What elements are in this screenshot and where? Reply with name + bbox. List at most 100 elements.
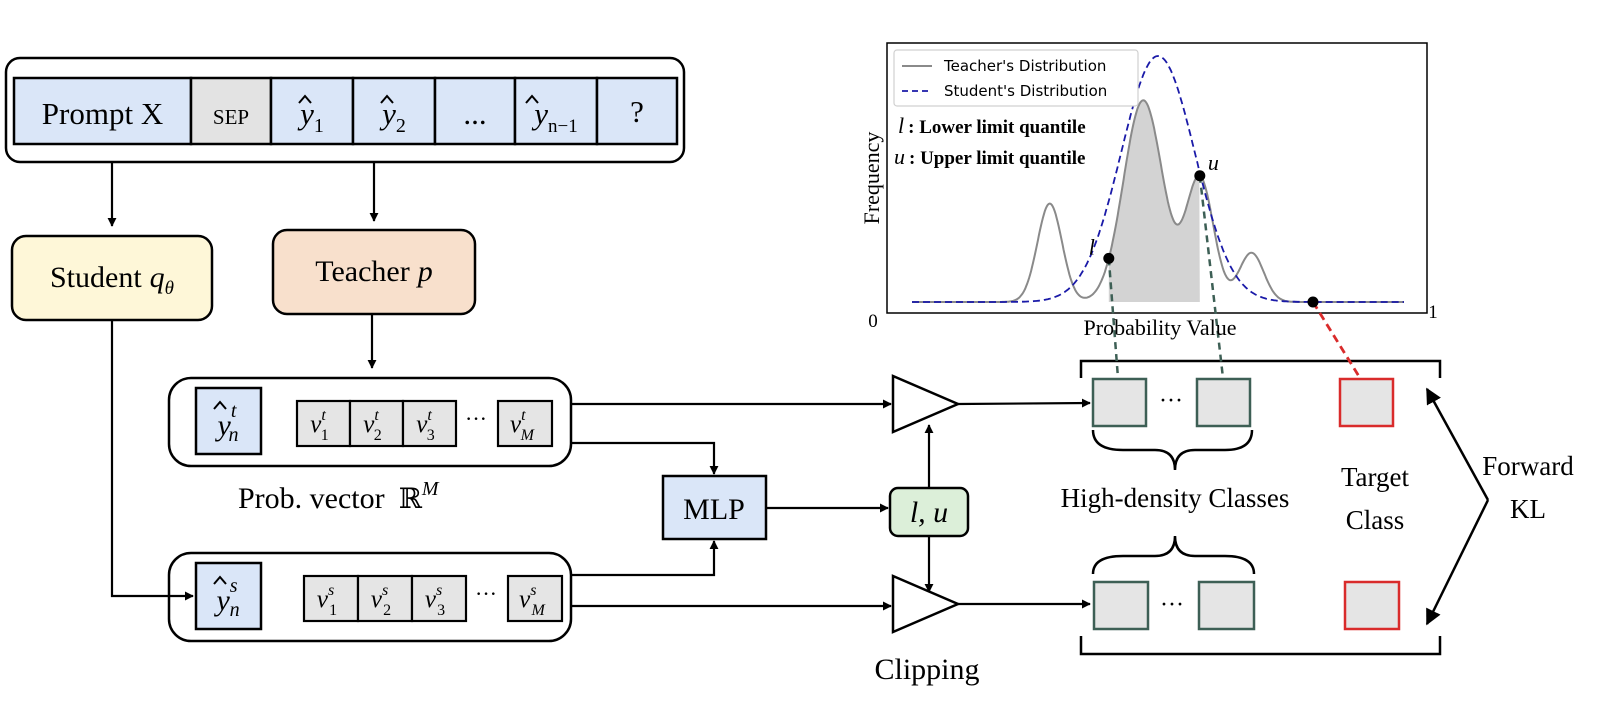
- student-token-hat: [213, 575, 227, 585]
- teacher-entry-label-2: vt 2: [363, 407, 382, 444]
- student-entry-cell-2: [356, 574, 414, 623]
- upper-quantile-label: u: [1208, 150, 1219, 175]
- student-class-ellipsis: ···: [1160, 592, 1184, 618]
- teacher-entry-label-1: vt 1: [310, 407, 329, 444]
- student-high-density-class-2: [1197, 580, 1256, 631]
- token-cell-5: [513, 76, 599, 146]
- teacher-box: Teacher p: [271, 228, 477, 316]
- teacher-label: Teacher p: [315, 255, 432, 288]
- y-axis-label: Frequency: [859, 132, 884, 225]
- target-point: [1307, 296, 1319, 308]
- teacher-token-hat: [213, 400, 227, 410]
- legend-label-student: Student's Distribution: [944, 82, 1107, 100]
- clip-triangle-bottom: [891, 574, 962, 634]
- student-distribution-line: [912, 55, 1404, 303]
- x-axis-label: Probability Value: [1084, 315, 1237, 340]
- forward-kl-arrow-bottom: [1425, 499, 1490, 626]
- quantile-shaded-area: [1108, 100, 1200, 302]
- student-entry-label-last: vs M: [519, 582, 546, 619]
- teacher-entry-cell-last: [496, 399, 554, 448]
- x-tick-1: 1: [1428, 302, 1438, 323]
- teacher-class-bracket: [1079, 359, 1442, 378]
- mlp-box: MLP: [661, 474, 768, 541]
- student-entry-label-3: vs 3: [425, 582, 445, 619]
- student-entry-cell-3: [410, 574, 468, 623]
- student-entry-label-2: vs 2: [371, 582, 391, 619]
- student-entry-cell-last: [506, 574, 564, 623]
- distribution-chart: 0 1 Probability Value Frequency Teacher'…: [859, 42, 1438, 379]
- student-label: Student qθ: [50, 261, 174, 299]
- teacher-entry-cell-2: [348, 399, 405, 448]
- teacher-entry-ellipsis: ···: [465, 406, 487, 431]
- legend-label-teacher: Teacher's Distribution: [943, 57, 1106, 75]
- teacher-high-density-class-2: [1195, 377, 1252, 428]
- student-class-bracket: [1079, 636, 1442, 656]
- teacher-token-label: yt n: [215, 400, 239, 446]
- student-target-class: [1343, 580, 1401, 631]
- token-label-0: Prompt X: [42, 96, 163, 131]
- student-vector: ys n vs 1 vs 2 vs 3 ··· vs M: [167, 551, 573, 643]
- token-label-3: y2: [379, 96, 406, 137]
- teacher-target-class: [1338, 377, 1395, 428]
- lower-quantile-point: [1103, 252, 1115, 264]
- upper-quantile-link: [1198, 175, 1225, 379]
- x-tick-0: 0: [868, 311, 878, 332]
- token-label-4: ...: [463, 96, 486, 131]
- token-hat-2: [298, 94, 312, 104]
- teacher-entry-cell-3: [401, 399, 458, 448]
- token-cell-4: [433, 76, 517, 146]
- legend-box: [893, 49, 1139, 107]
- lower-quantile-label: l: [1089, 234, 1095, 259]
- teacher-vector: yt n vt 1 vt 2 vt 3 ··· vt M: [167, 376, 573, 468]
- token-label-1: SEP: [213, 105, 249, 129]
- arrow-teacher-vector-to-mlp: [571, 441, 719, 475]
- student-entry-ellipsis: ···: [475, 581, 497, 606]
- forward-kl-label-line1: Forward: [1482, 451, 1574, 481]
- token-label-5: yn−1: [531, 96, 577, 137]
- clipping-label: Clipping: [874, 653, 979, 686]
- student-token-label: ys n: [213, 575, 239, 621]
- arrow-clip-to-teacher-classes: [957, 398, 1091, 408]
- student-box: Student qθ: [10, 234, 214, 322]
- arrow-student-vector-to-mlp: [571, 540, 719, 577]
- student-entry-label-1: vs 1: [317, 582, 337, 619]
- token-label-2: y1: [297, 96, 324, 137]
- teacher-entry-label-3: vt 3: [416, 407, 435, 444]
- token-cell-0: [12, 76, 193, 146]
- forward-kl-label-line2: KL: [1510, 494, 1546, 524]
- student-high-density-class-1: [1092, 580, 1150, 631]
- token-hat-3: [380, 94, 394, 104]
- token-hat-5: [525, 94, 539, 104]
- teacher-class-ellipsis: ···: [1159, 388, 1183, 414]
- lower-quantile-link: [1107, 258, 1120, 379]
- teacher-token-cell: [194, 386, 263, 456]
- token-sequence: Prompt X SEP y1 y2... yn−1?: [4, 56, 686, 164]
- annotation-lower: l: Lower limit quantile: [898, 113, 1086, 138]
- teacher-high-density-brace: [1091, 429, 1254, 471]
- mlp-label: MLP: [683, 493, 745, 526]
- teacher-high-density-class-1: [1091, 377, 1148, 428]
- forward-kl-arrow-top: [1425, 387, 1490, 501]
- token-label-6: ?: [630, 94, 644, 129]
- token-cell-3: [351, 76, 437, 146]
- clip-triangle-top: [891, 374, 962, 434]
- teacher-entry-label-last: vt M: [510, 407, 536, 444]
- high-density-label: High-density Classes: [1061, 483, 1290, 513]
- upper-quantile-point: [1194, 170, 1206, 182]
- student-entry-cell-1: [302, 574, 360, 623]
- target-class-label-line2: Class: [1346, 505, 1405, 535]
- student-token-cell: [194, 561, 263, 631]
- target-class-label-line1: Target: [1341, 462, 1410, 492]
- target-class-link: [1311, 301, 1362, 379]
- limits-box: l, u: [888, 486, 970, 538]
- student-high-density-brace: [1091, 535, 1256, 575]
- chart-legend: Teacher's Distribution Student's Distrib…: [893, 49, 1139, 107]
- annotation-upper: u: Upper limit quantile: [894, 144, 1085, 169]
- teacher-entry-cell-1: [295, 399, 352, 448]
- limits-label: l, u: [910, 496, 948, 529]
- prob-vector-label: Prob. vector ℝM: [238, 478, 440, 515]
- token-cell-1: [189, 76, 273, 146]
- token-cell-6: [595, 76, 679, 146]
- arrow-student-to-vector: [110, 320, 194, 601]
